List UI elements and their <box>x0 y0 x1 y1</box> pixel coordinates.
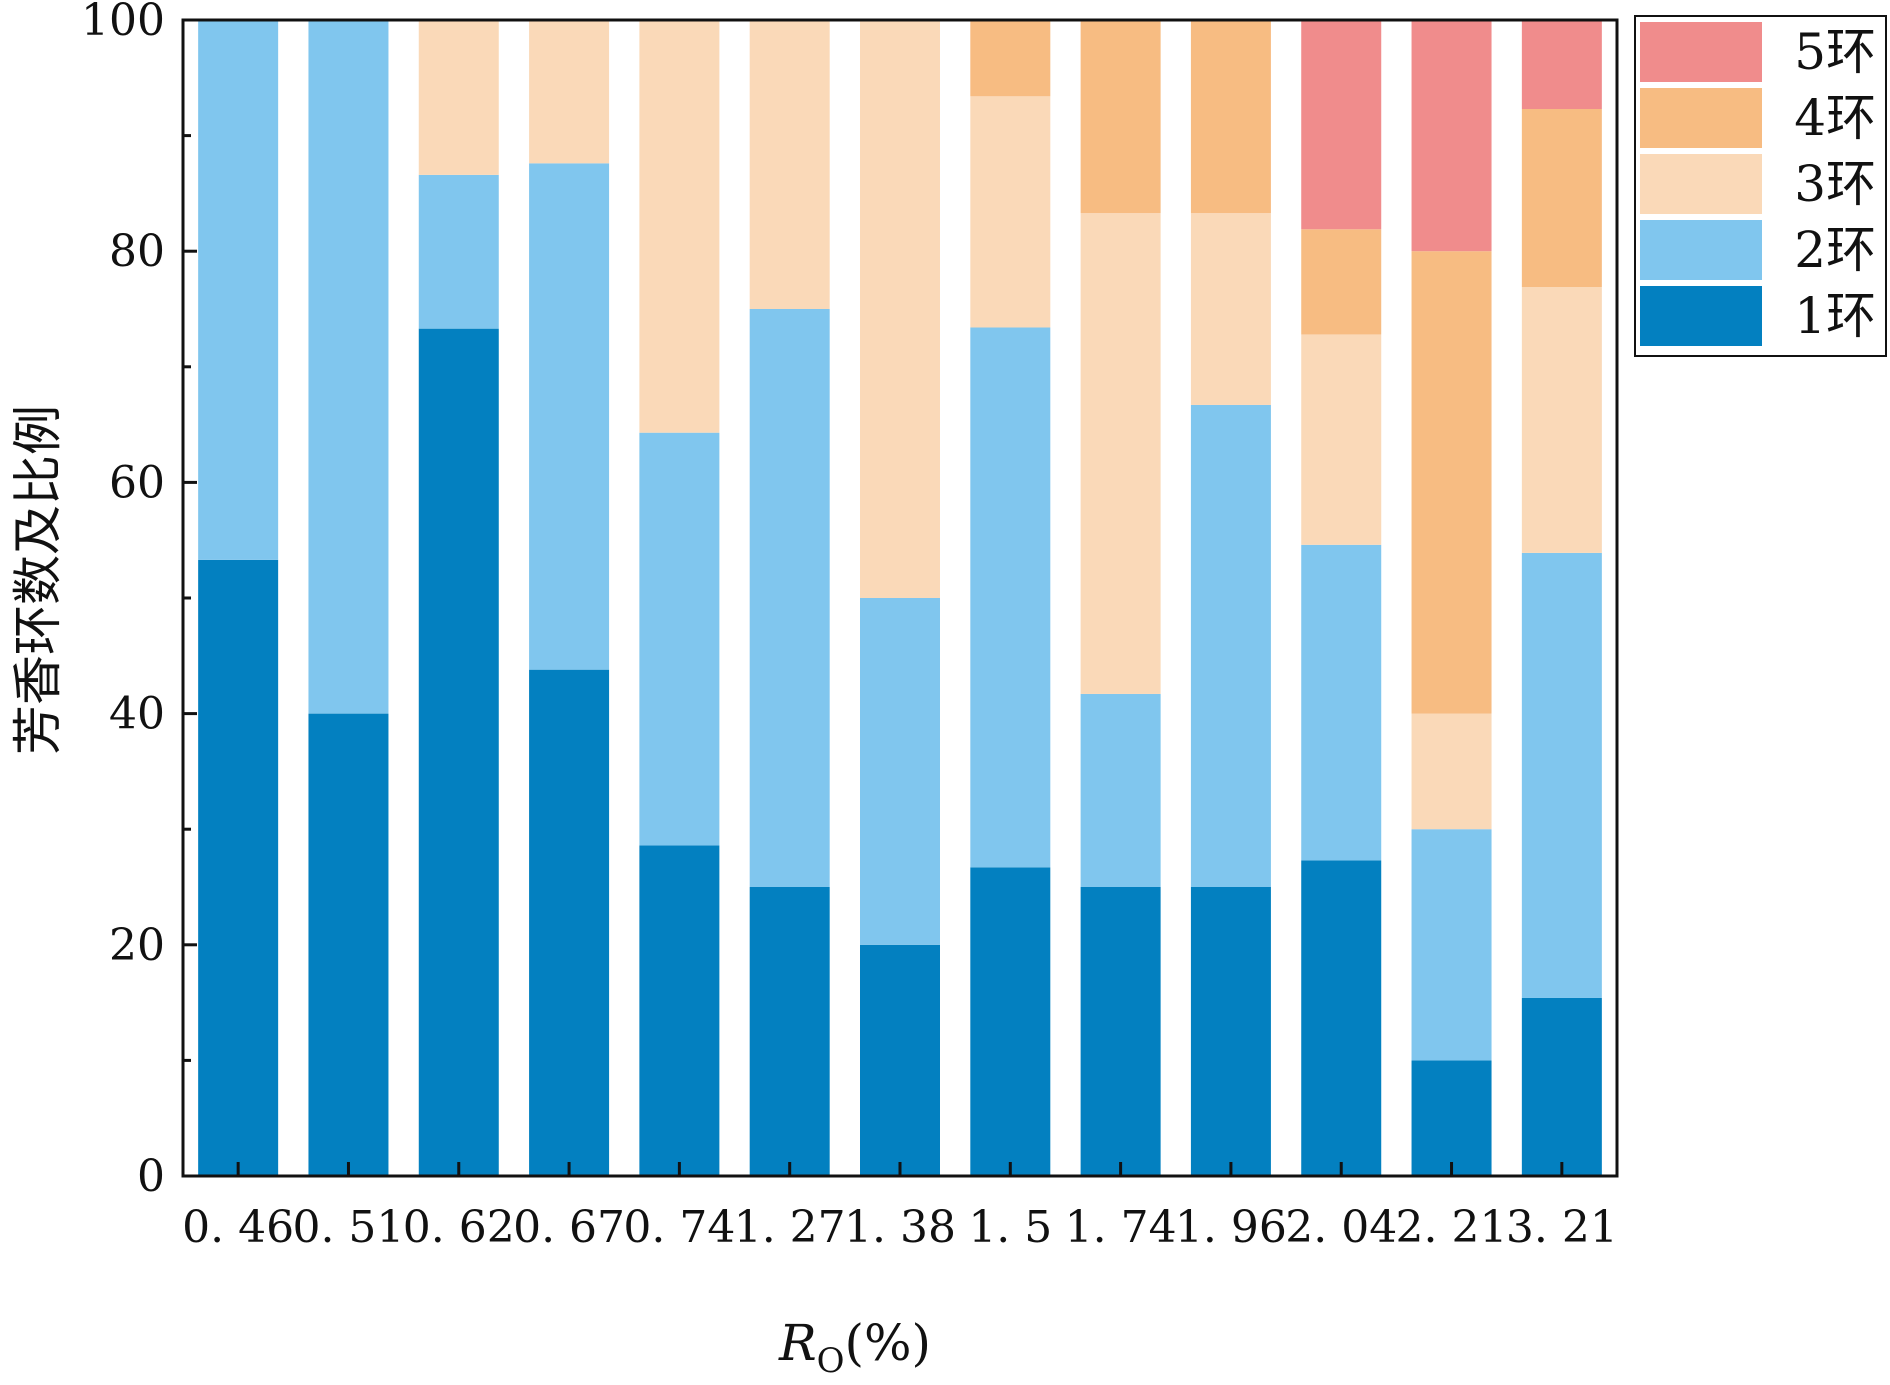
bar-segment-7-series-2 <box>860 598 940 945</box>
y-tick-label-60: 60 <box>109 457 165 508</box>
bar-segment-13-series-3 <box>1521 287 1602 553</box>
bar-segment-8-series-2 <box>970 327 1051 868</box>
bar-segment-8-series-3 <box>970 96 1051 328</box>
legend-label-4: 2环 <box>1794 221 1876 279</box>
x-axis-title-unit: (%) <box>845 1314 932 1372</box>
x-tick-label-10: 1. 96 <box>1175 1202 1287 1253</box>
x-tick-label-6: 1. 27 <box>734 1202 846 1253</box>
bar-segment-10-series-2 <box>1190 404 1271 887</box>
bar-segment-6-series-2 <box>749 309 830 887</box>
x-tick-label-4: 0. 67 <box>513 1202 625 1253</box>
bar-segment-4-series-3 <box>529 20 610 164</box>
bar-segment-6-series-1 <box>749 887 830 1176</box>
bar-segment-6-series-3 <box>749 20 830 309</box>
x-axis-title-main: R <box>778 1314 817 1372</box>
legend-label-3: 3环 <box>1794 155 1876 213</box>
bar-segment-3-series-2 <box>418 174 499 329</box>
bar-segment-10-series-3 <box>1190 213 1271 405</box>
bar-segment-12-series-2 <box>1411 829 1492 1061</box>
legend-swatch-4 <box>1640 220 1762 280</box>
legend-swatch-2 <box>1640 88 1762 148</box>
bar-segment-13-series-5 <box>1521 20 1602 110</box>
legend-swatch-5 <box>1640 286 1762 346</box>
y-tick-label-100: 100 <box>81 0 165 46</box>
bar-segment-11-series-1 <box>1301 860 1382 1176</box>
bar-segment-2-series-1 <box>308 713 389 1176</box>
bar-segment-11-series-4 <box>1301 229 1382 335</box>
x-tick-label-9: 1. 74 <box>1065 1202 1177 1253</box>
y-tick-label-80: 80 <box>109 226 165 277</box>
x-tick-label-12: 2. 21 <box>1396 1202 1508 1253</box>
bar-segment-13-series-2 <box>1521 552 1602 998</box>
bar-segment-5-series-1 <box>639 845 720 1176</box>
bar-segment-3-series-3 <box>418 20 499 175</box>
y-tick-label-0: 0 <box>137 1151 165 1202</box>
bar-segment-5-series-3 <box>639 20 720 433</box>
legend-label-2: 4环 <box>1794 89 1876 147</box>
bar-segment-10-series-1 <box>1190 887 1271 1176</box>
y-axis-title: 芳香环数及比例 <box>9 405 67 755</box>
bar-segment-9-series-2 <box>1080 693 1161 887</box>
bar-segment-11-series-5 <box>1301 20 1382 230</box>
bar-segment-9-series-1 <box>1080 887 1161 1176</box>
bar-segment-9-series-4 <box>1080 20 1161 214</box>
y-tick-label-40: 40 <box>109 689 165 740</box>
bar-segment-5-series-2 <box>639 432 720 846</box>
x-tick-label-13: 3. 21 <box>1506 1202 1618 1253</box>
x-tick-label-3: 0. 62 <box>403 1202 515 1253</box>
bar-segment-7-series-3 <box>860 20 940 598</box>
y-tick-label-20: 20 <box>109 920 165 971</box>
bar-segment-11-series-3 <box>1301 334 1382 545</box>
x-tick-label-8: 1. 5 <box>968 1202 1052 1253</box>
bar-segment-4-series-1 <box>529 669 610 1176</box>
bar-segment-12-series-1 <box>1411 1060 1492 1176</box>
legend: 5环 4环 3环 2环 1环 <box>1634 15 1887 357</box>
bar-segment-9-series-3 <box>1080 213 1161 694</box>
x-tick-label-1: 0. 46 <box>182 1202 294 1253</box>
ticks-layer <box>183 18 1564 1178</box>
bar-segment-3-series-1 <box>418 328 499 1176</box>
bar-segment-7-series-1 <box>860 944 940 1176</box>
x-tick-label-11: 2. 04 <box>1285 1202 1397 1253</box>
bar-segment-13-series-1 <box>1521 997 1602 1176</box>
bar-segment-11-series-2 <box>1301 544 1382 861</box>
legend-label-5: 1环 <box>1794 287 1876 345</box>
x-tick-label-5: 0. 74 <box>623 1202 735 1253</box>
bar-segment-13-series-4 <box>1521 109 1602 288</box>
legend-swatch-3 <box>1640 154 1762 214</box>
bar-segment-12-series-5 <box>1411 20 1492 252</box>
x-tick-label-2: 0. 51 <box>292 1202 404 1253</box>
bars-layer <box>198 20 1602 1176</box>
bar-segment-2-series-2 <box>308 20 389 714</box>
bar-segment-8-series-4 <box>970 20 1051 97</box>
bar-segment-1-series-2 <box>198 20 279 560</box>
bar-segment-10-series-4 <box>1190 20 1271 214</box>
bar-segment-12-series-4 <box>1411 251 1492 714</box>
legend-label-1: 5环 <box>1794 23 1876 81</box>
x-axis-title: RO(%) <box>778 1314 931 1380</box>
bar-segment-8-series-1 <box>970 867 1051 1176</box>
x-tick-label-7: 1. 38 <box>844 1202 956 1253</box>
x-axis-title-subscript: O <box>817 1341 845 1380</box>
legend-swatch-1 <box>1640 22 1762 82</box>
bar-segment-12-series-3 <box>1411 713 1492 830</box>
bar-segment-1-series-1 <box>198 559 279 1176</box>
bar-segment-4-series-2 <box>529 163 610 670</box>
